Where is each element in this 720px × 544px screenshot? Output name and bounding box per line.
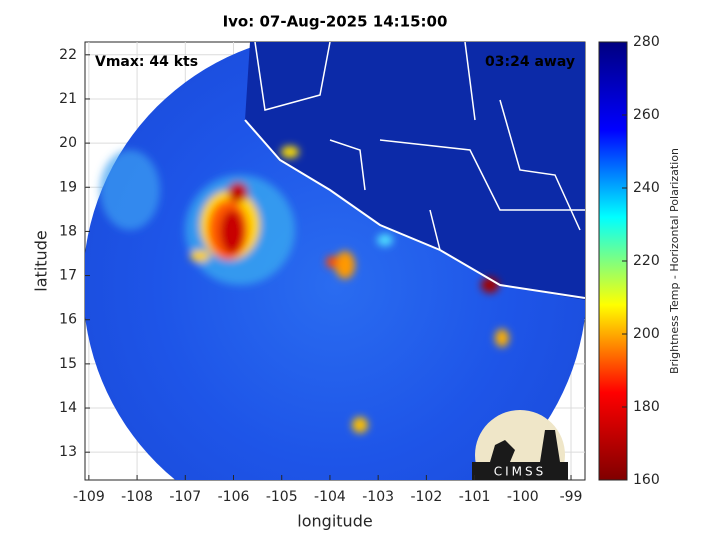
chart-title: Ivo: 07-Aug-2025 14:15:00 [223,13,448,31]
imagery: CIMSS [85,42,585,480]
annotation: Vmax: 44 kts [95,54,198,70]
y-tick-label: 13 [59,444,77,460]
y-tick-label: 20 [59,135,77,151]
x-tick-label: -108 [121,489,153,505]
coastline [244,119,585,299]
y-tick-label: 19 [59,179,77,195]
x-tick-label: -102 [410,489,442,505]
colorbar-tick-label: 280 [633,34,660,50]
colorbar-tick-label: 220 [633,253,660,269]
y-tick-label: 21 [59,91,77,107]
x-tick-label: -99 [560,489,583,505]
colorbar-tick-label: 180 [633,399,660,415]
colorbar-tick-label: 260 [633,107,660,123]
y-tick-label: 15 [59,356,77,372]
x-tick-label: -103 [362,489,394,505]
colorbar-tick-label: 200 [633,326,660,342]
logo-bar [472,462,568,480]
x-tick-label: -106 [218,489,250,505]
colorbar-label: Brightness Temp - Horizontal Polarizatio… [668,148,681,374]
colorbar-tick-label: 160 [633,472,660,488]
x-tick-label: -104 [314,489,346,505]
colorbar-tick-label: 240 [633,180,660,196]
x-tick-label: -105 [266,489,298,505]
y-axis-label: latitude [32,230,51,291]
logo-icons [490,430,560,462]
y-tick-label: 22 [59,47,77,63]
logo-text: CIMSS [494,465,547,479]
y-tick-label: 14 [59,400,77,416]
x-axis-label: longitude [297,512,372,531]
land-cold [245,42,585,300]
borders [254,42,585,251]
x-tick-label: -109 [73,489,105,505]
x-tick-label: -107 [169,489,201,505]
y-tick-label: 17 [59,268,77,284]
y-tick-label: 16 [59,312,77,328]
warm-cells [100,146,509,433]
x-tick-label: -100 [507,489,539,505]
annotation: 03:24 away [485,54,575,70]
x-tick-label: -101 [459,489,491,505]
y-tick-label: 18 [59,223,77,239]
